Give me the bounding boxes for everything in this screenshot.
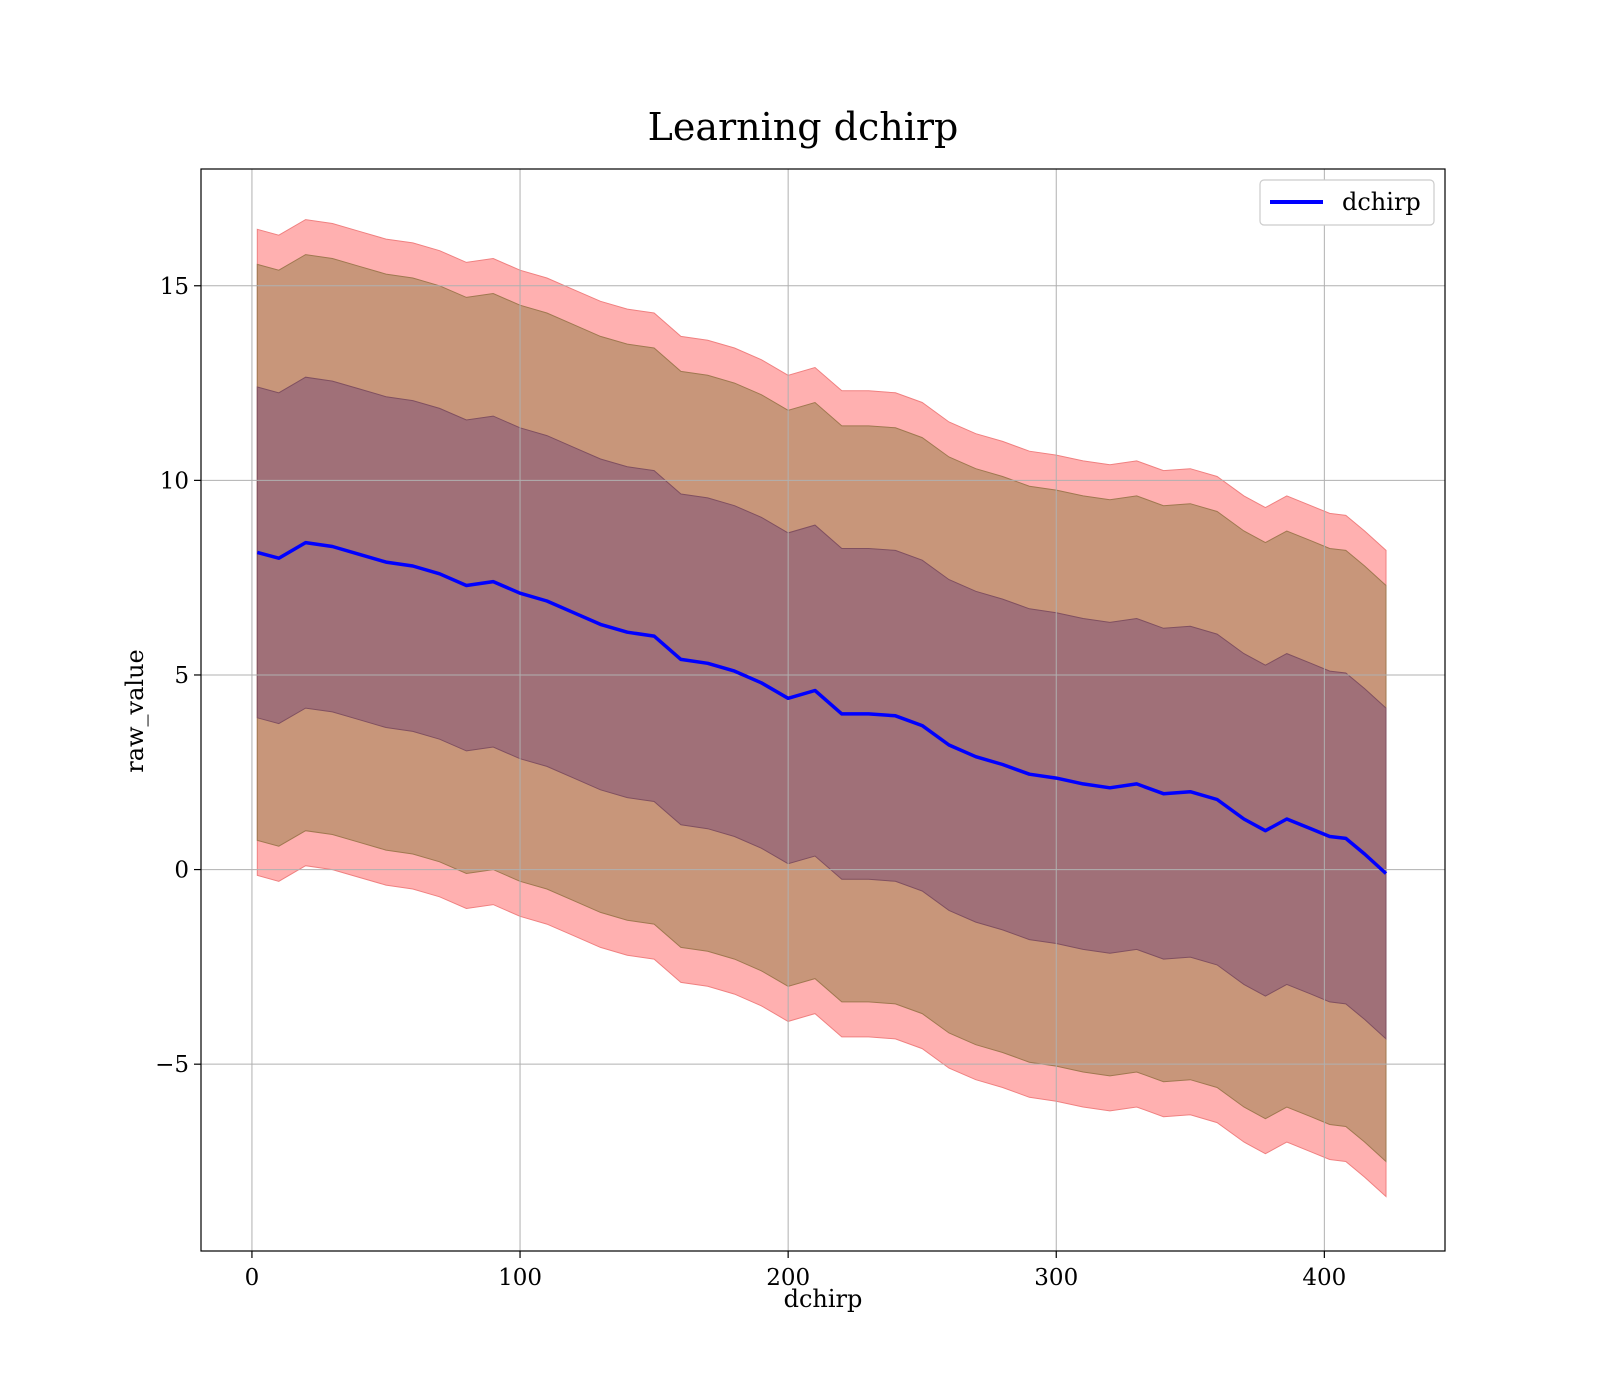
y-tick-label: 10 [160,468,189,494]
x-tick-label: 200 [766,1265,810,1291]
inner-band [256,376,1387,1041]
x-tick-label: 100 [498,1265,542,1291]
y-axis-label: raw_value [121,649,149,773]
series-lines [256,540,1388,875]
y-tick-label: 15 [160,274,189,300]
y-tick-label: −5 [155,1052,189,1078]
grid [201,169,1445,1251]
x-tick-label: 400 [1302,1265,1346,1291]
plot-area [200,168,1446,1252]
x-axis-ticks: 0 100 200 300 400 [245,1251,1346,1291]
plot-frame [200,168,1446,1252]
confidence-bands [256,219,1387,1198]
x-tick-label: 300 [1034,1265,1078,1291]
legend-box [1259,179,1435,226]
chart-title: Learning dchirp [648,105,959,149]
legend: dchirp [1259,179,1435,226]
y-tick-label: 5 [174,663,189,689]
x-axis-label: dchirp [784,1285,863,1313]
y-axis-ticks: −5 0 5 10 15 [155,274,201,1078]
x-tick-label: 0 [245,1265,260,1291]
legend-label-dchirp: dchirp [1342,188,1421,216]
y-tick-label: 0 [174,858,189,884]
series-line-dchirp [256,540,1388,875]
